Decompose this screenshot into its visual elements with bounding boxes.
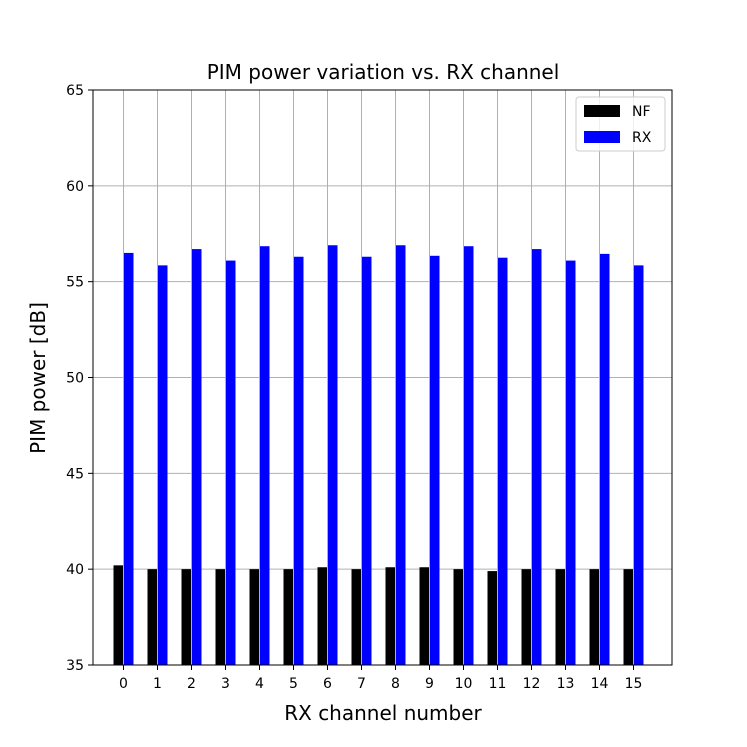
bar-nf-9 <box>419 567 429 665</box>
bar-rx-14 <box>600 253 610 665</box>
x-tick-label: 9 <box>425 676 434 692</box>
bar-nf-0 <box>113 565 123 665</box>
bar-rx-5 <box>294 256 304 665</box>
bar-nf-7 <box>351 569 361 665</box>
legend-swatch-rx <box>584 131 620 143</box>
legend-label-rx: RX <box>632 130 652 146</box>
legend-swatch-nf <box>584 105 620 117</box>
y-tick-label: 60 <box>66 179 84 195</box>
x-tick-label: 14 <box>591 676 609 692</box>
bar-rx-3 <box>226 260 236 665</box>
y-tick-label: 35 <box>66 658 84 674</box>
x-tick-label: 3 <box>221 676 230 692</box>
x-tick-label: 1 <box>153 676 162 692</box>
bar-nf-10 <box>453 569 463 665</box>
bar-nf-11 <box>487 571 497 665</box>
bar-rx-9 <box>430 255 440 665</box>
bar-rx-4 <box>260 246 270 666</box>
bars <box>113 245 644 666</box>
x-tick-label: 2 <box>187 676 196 692</box>
bar-nf-12 <box>521 569 531 665</box>
legend-label-nf: NF <box>632 104 651 120</box>
bar-rx-2 <box>192 249 202 666</box>
chart-title: PIM power variation vs. RX channel <box>207 60 560 84</box>
bar-nf-13 <box>555 569 565 665</box>
bar-rx-13 <box>566 260 576 665</box>
y-tick-label: 65 <box>66 83 84 99</box>
bar-nf-2 <box>181 569 191 665</box>
bar-rx-1 <box>158 265 168 665</box>
bar-nf-4 <box>249 569 259 665</box>
bar-nf-14 <box>589 569 599 665</box>
x-tick-label: 8 <box>391 676 400 692</box>
bar-rx-0 <box>124 252 134 665</box>
bar-nf-8 <box>385 567 395 665</box>
bar-nf-3 <box>215 569 225 665</box>
x-tick-label: 6 <box>323 676 332 692</box>
y-axis: 35 40 45 50 55 60 65 <box>66 83 93 674</box>
x-tick-label: 0 <box>119 676 128 692</box>
bar-rx-12 <box>532 249 542 666</box>
x-tick-label: 13 <box>557 676 575 692</box>
bar-rx-15 <box>634 265 644 665</box>
x-tick-label: 5 <box>289 676 298 692</box>
bar-rx-7 <box>362 256 372 665</box>
bar-rx-10 <box>464 246 474 666</box>
x-tick-label: 11 <box>489 676 507 692</box>
bar-rx-8 <box>396 245 406 665</box>
x-axis-label: RX channel number <box>284 701 482 725</box>
bar-nf-15 <box>623 569 633 665</box>
bar-nf-6 <box>317 567 327 665</box>
y-tick-label: 50 <box>66 371 84 387</box>
legend: NF RX <box>575 96 666 152</box>
x-tick-label: 4 <box>255 676 264 692</box>
x-tick-label: 10 <box>455 676 473 692</box>
x-tick-label: 12 <box>523 676 541 692</box>
bar-nf-5 <box>283 569 293 665</box>
bar-rx-11 <box>498 257 508 665</box>
x-tick-label: 15 <box>625 676 643 692</box>
y-tick-label: 45 <box>66 466 84 482</box>
bar-rx-6 <box>328 245 338 665</box>
bar-nf-1 <box>147 569 157 665</box>
y-tick-label: 55 <box>66 275 84 291</box>
grid <box>93 89 672 666</box>
y-tick-label: 40 <box>66 562 84 578</box>
x-tick-label: 7 <box>357 676 366 692</box>
x-axis: 0 1 2 3 4 5 6 7 8 9 10 11 12 13 14 15 <box>119 665 642 692</box>
y-axis-label: PIM power [dB] <box>26 302 50 454</box>
